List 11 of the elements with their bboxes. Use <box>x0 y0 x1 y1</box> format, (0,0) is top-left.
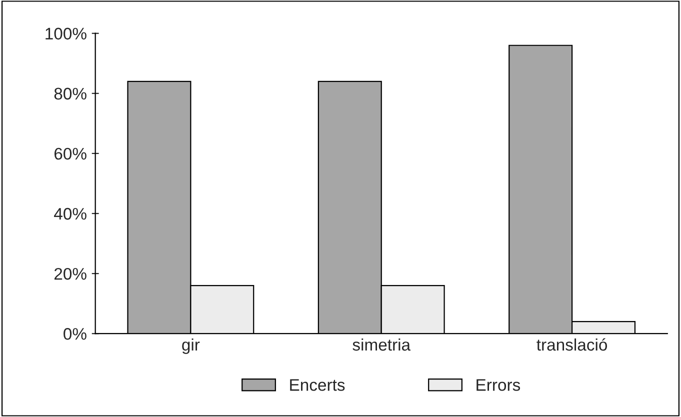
y-tick-label: 80% <box>54 88 86 100</box>
x-tick-label: translació <box>536 338 608 351</box>
y-tick-label: 100% <box>46 28 86 40</box>
x-tick-label: simetria <box>352 338 411 351</box>
y-tick-label: 60% <box>54 148 86 160</box>
y-tick-label: 20% <box>54 268 86 280</box>
y-tick-label: 40% <box>54 208 86 220</box>
y-tick-label: 0% <box>64 328 86 340</box>
legend-label: Errors <box>476 379 520 391</box>
legend-label: Encerts <box>290 379 345 391</box>
x-tick-label: gir <box>182 338 200 354</box>
